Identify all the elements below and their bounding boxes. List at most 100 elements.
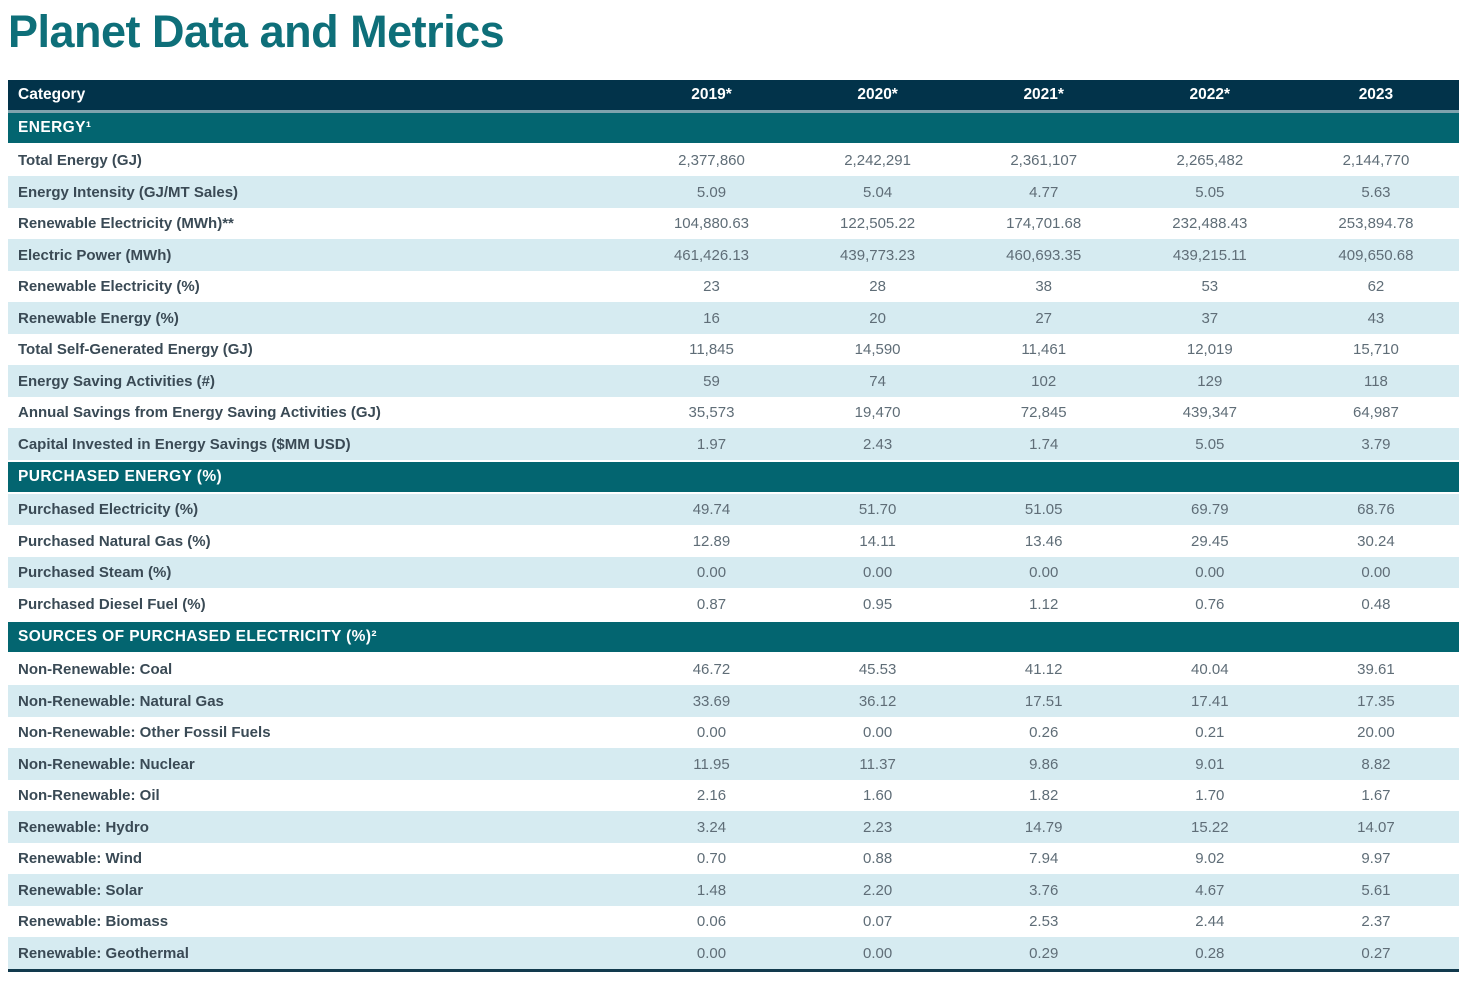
value-cell: 9.01 bbox=[1126, 748, 1293, 780]
value-cell: 3.24 bbox=[628, 811, 795, 843]
value-cell: 0.29 bbox=[960, 937, 1127, 971]
category-cell: Purchased Steam (%) bbox=[8, 556, 629, 589]
value-cell: 15.22 bbox=[1126, 811, 1293, 843]
value-cell: 62 bbox=[1292, 270, 1459, 303]
value-cell: 14,590 bbox=[794, 333, 961, 366]
value-cell: 0.00 bbox=[794, 556, 961, 589]
value-cell: 9.86 bbox=[960, 748, 1127, 780]
table-row: Capital Invested in Energy Savings ($MM … bbox=[8, 428, 1459, 461]
value-cell: 74 bbox=[794, 365, 961, 397]
value-cell: 5.04 bbox=[794, 176, 961, 208]
value-cell: 14.07 bbox=[1292, 811, 1459, 843]
value-cell: 17.41 bbox=[1126, 685, 1293, 717]
table-row: Electric Power (MWh) 461,426.13 439,773.23… bbox=[8, 239, 1459, 271]
value-cell: 30.24 bbox=[1292, 525, 1459, 557]
value-cell: 53 bbox=[1126, 270, 1293, 303]
page-title: Planet Data and Metrics bbox=[8, 6, 505, 57]
value-cell: 118 bbox=[1292, 365, 1459, 397]
value-cell: 0.70 bbox=[628, 842, 795, 875]
value-cell: 15,710 bbox=[1292, 333, 1459, 366]
value-cell: 122,505.22 bbox=[794, 207, 961, 240]
value-cell: 2,377,860 bbox=[628, 143, 795, 177]
table-row: Annual Savings from Energy Saving Activi… bbox=[8, 396, 1459, 429]
category-cell: Energy Intensity (GJ/MT Sales) bbox=[8, 176, 629, 208]
metrics-table: Category 2019* 2020* 2021* 2022* 2023 ENERGY… bbox=[8, 79, 1459, 972]
table-row: Renewable: Wind 0.70 0.88 7.94 9.02 9.97 bbox=[8, 842, 1459, 875]
value-cell: 1.97 bbox=[628, 428, 795, 461]
value-cell: 129 bbox=[1126, 365, 1293, 397]
value-cell: 1.48 bbox=[628, 874, 795, 906]
value-cell: 9.02 bbox=[1126, 842, 1293, 875]
value-cell: 16 bbox=[628, 302, 795, 334]
table-row: Energy Saving Activities (#) 59 74 102 129 11… bbox=[8, 365, 1459, 397]
category-cell: Purchased Electricity (%) bbox=[8, 492, 629, 526]
value-cell: 2,265,482 bbox=[1126, 143, 1293, 177]
value-cell: 49.74 bbox=[628, 492, 795, 526]
value-cell: 14.11 bbox=[794, 525, 961, 557]
value-cell: 69.79 bbox=[1126, 492, 1293, 526]
category-cell: Renewable: Biomass bbox=[8, 905, 629, 938]
section-header-label: ENERGY¹ bbox=[8, 110, 1459, 145]
value-cell: 12,019 bbox=[1126, 333, 1293, 366]
value-cell: 0.00 bbox=[1126, 556, 1293, 589]
table-row: Renewable Electricity (%) 23 28 38 53 62 bbox=[8, 270, 1459, 303]
value-cell: 174,701.68 bbox=[960, 207, 1127, 240]
column-header-year: 2022* bbox=[1126, 79, 1293, 113]
value-cell: 7.94 bbox=[960, 842, 1127, 875]
value-cell: 14.79 bbox=[960, 811, 1127, 843]
table-row: Renewable: Solar 1.48 2.20 3.76 4.67 5.61 bbox=[8, 874, 1459, 906]
value-cell: 11,461 bbox=[960, 333, 1127, 366]
category-cell: Non-Renewable: Nuclear bbox=[8, 748, 629, 780]
value-cell: 2,144,770 bbox=[1292, 143, 1459, 177]
value-cell: 461,426.13 bbox=[628, 239, 795, 271]
value-cell: 2,242,291 bbox=[794, 143, 961, 177]
value-cell: 23 bbox=[628, 270, 795, 303]
value-cell: 1.67 bbox=[1292, 779, 1459, 812]
value-cell: 460,693.35 bbox=[960, 239, 1127, 271]
value-cell: 4.67 bbox=[1126, 874, 1293, 906]
category-cell: Non-Renewable: Coal bbox=[8, 652, 629, 686]
value-cell: 5.09 bbox=[628, 176, 795, 208]
section-header-label: PURCHASED ENERGY (%) bbox=[8, 459, 1459, 494]
value-cell: 2.43 bbox=[794, 428, 961, 461]
value-cell: 68.76 bbox=[1292, 492, 1459, 526]
table-row: Renewable Energy (%) 16 20 27 37 43 bbox=[8, 302, 1459, 334]
value-cell: 1.70 bbox=[1126, 779, 1293, 812]
value-cell: 1.12 bbox=[960, 588, 1127, 621]
value-cell: 1.82 bbox=[960, 779, 1127, 812]
value-cell: 43 bbox=[1292, 302, 1459, 334]
value-cell: 0.00 bbox=[628, 937, 795, 971]
value-cell: 0.00 bbox=[628, 716, 795, 749]
table-row: Purchased Diesel Fuel (%) 0.87 0.95 1.12 0.7… bbox=[8, 588, 1459, 621]
value-cell: 0.07 bbox=[794, 905, 961, 938]
column-header-year: 2023 bbox=[1292, 79, 1459, 113]
category-cell: Renewable: Geothermal bbox=[8, 937, 629, 971]
table-row: Energy Intensity (GJ/MT Sales) 5.09 5.04 4.… bbox=[8, 176, 1459, 208]
value-cell: 5.63 bbox=[1292, 176, 1459, 208]
value-cell: 5.61 bbox=[1292, 874, 1459, 906]
category-cell: Renewable Electricity (%) bbox=[8, 270, 629, 303]
value-cell: 232,488.43 bbox=[1126, 207, 1293, 240]
value-cell: 11,845 bbox=[628, 333, 795, 366]
value-cell: 5.05 bbox=[1126, 176, 1293, 208]
value-cell: 11.95 bbox=[628, 748, 795, 780]
value-cell: 0.00 bbox=[794, 716, 961, 749]
category-cell: Renewable: Solar bbox=[8, 874, 629, 906]
value-cell: 0.88 bbox=[794, 842, 961, 875]
table-row: Renewable: Biomass 0.06 0.07 2.53 2.44 2.37 bbox=[8, 905, 1459, 938]
value-cell: 33.69 bbox=[628, 685, 795, 717]
value-cell: 439,347 bbox=[1126, 396, 1293, 429]
value-cell: 37 bbox=[1126, 302, 1293, 334]
category-cell: Total Energy (GJ) bbox=[8, 143, 629, 177]
category-cell: Purchased Natural Gas (%) bbox=[8, 525, 629, 557]
value-cell: 0.00 bbox=[794, 937, 961, 971]
value-cell: 27 bbox=[960, 302, 1127, 334]
value-cell: 104,880.63 bbox=[628, 207, 795, 240]
value-cell: 253,894.78 bbox=[1292, 207, 1459, 240]
value-cell: 0.00 bbox=[628, 556, 795, 589]
column-header-year: 2019* bbox=[628, 79, 795, 113]
value-cell: 38 bbox=[960, 270, 1127, 303]
table-row: Total Energy (GJ) 2,377,860 2,242,291 2,361… bbox=[8, 143, 1459, 177]
value-cell: 0.26 bbox=[960, 716, 1127, 749]
value-cell: 39.61 bbox=[1292, 652, 1459, 686]
